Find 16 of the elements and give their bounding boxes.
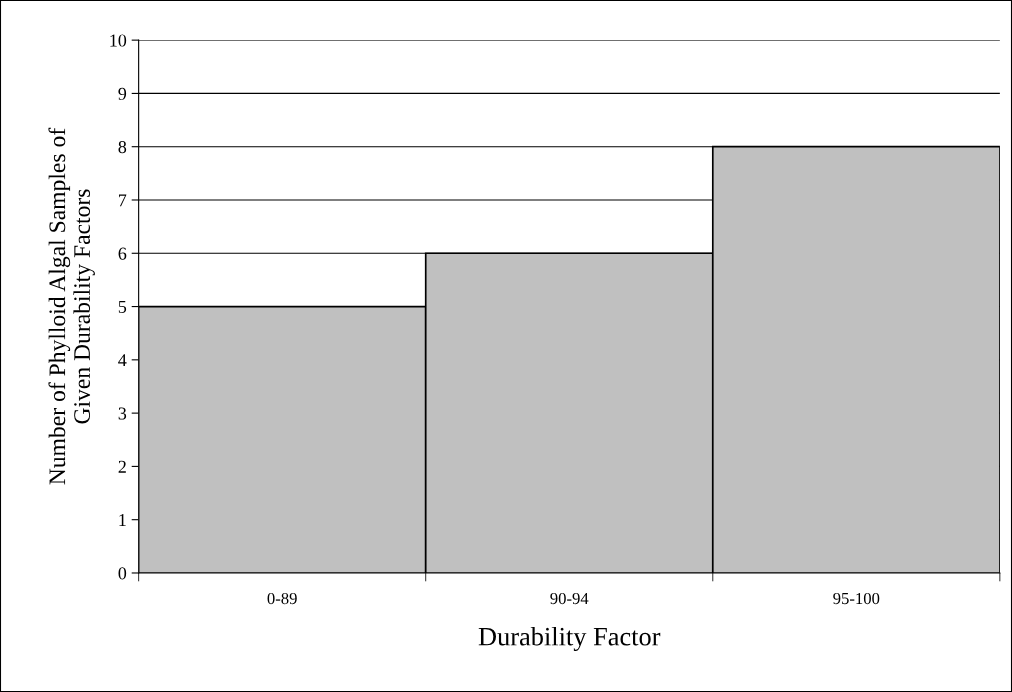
y-tick-label: 10 <box>110 34 127 47</box>
x-tick-label: 95-100 <box>833 592 880 605</box>
y-tick-label: 2 <box>118 460 126 473</box>
y-tick-label: 3 <box>118 407 127 420</box>
y-tick-label: 6 <box>118 247 127 260</box>
y-tick-label: 8 <box>118 140 127 154</box>
y-axis-title: Number of Phylloid Algal Samples of Given Durability Factors <box>48 127 95 485</box>
y-tick-label: 9 <box>118 87 127 100</box>
y-tick-label: 1 <box>119 514 126 526</box>
x-tick-label: 0-89 <box>267 592 297 605</box>
y-tick-label: 0 <box>118 567 127 580</box>
x-tick-label: 90-94 <box>550 592 589 605</box>
x-axis-title: Durability Factor <box>478 626 661 651</box>
y-tick-label: 7 <box>119 194 127 207</box>
y-tick-label: 4 <box>118 354 127 367</box>
y-tick-label: 5 <box>118 301 127 313</box>
